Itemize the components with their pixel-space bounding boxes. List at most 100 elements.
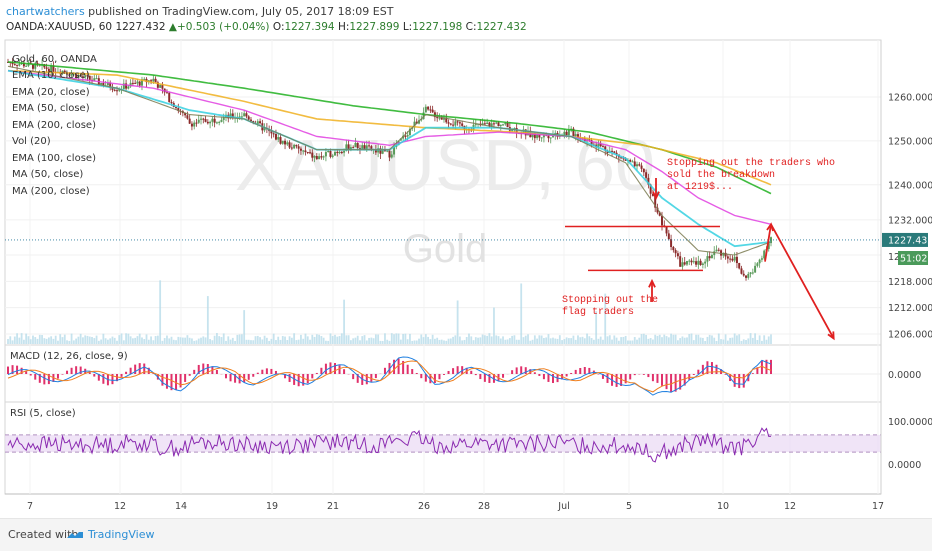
author-link[interactable]: chartwatchers: [6, 5, 85, 18]
volume-bar: [62, 337, 64, 344]
candle-body: [645, 172, 647, 178]
candle-body: [675, 250, 677, 253]
volume-bar: [464, 340, 466, 344]
macd-histogram-bar: [252, 374, 254, 377]
candle-body: [641, 166, 643, 169]
macd-histogram-bar: [166, 374, 168, 389]
volume-bar: [116, 341, 118, 344]
volume-bar: [609, 335, 611, 344]
volume-bar: [234, 341, 236, 344]
volume-bar: [268, 341, 270, 344]
volume-bar: [66, 340, 68, 344]
candle-body: [541, 137, 543, 138]
candle-body: [284, 141, 286, 145]
time-tick-label: 12: [784, 501, 796, 512]
macd-histogram-bar: [193, 370, 195, 374]
volume-bar: [368, 338, 370, 344]
volume-bar: [591, 338, 593, 344]
volume-bar: [416, 340, 418, 344]
volume-bar: [432, 335, 434, 344]
volume-bar: [461, 340, 463, 344]
volume-bar: [71, 334, 73, 344]
candle-body: [202, 119, 204, 120]
candle-body: [502, 124, 504, 125]
price-tick-label: 1250.000: [888, 136, 932, 147]
volume-bar: [168, 338, 170, 344]
volume-bar: [380, 341, 382, 344]
volume-bar: [754, 333, 756, 344]
legend-item: EMA (50, close): [12, 103, 90, 114]
volume-bar: [225, 341, 227, 344]
volume-bar: [314, 337, 316, 344]
volume-bar: [552, 338, 554, 344]
volume-bar: [325, 341, 327, 344]
candle-body: [550, 137, 552, 138]
macd-histogram-bar: [270, 369, 272, 374]
low-value: 1227.198: [412, 21, 462, 33]
volume-bar: [77, 337, 79, 344]
candle-body: [759, 260, 761, 264]
volume-bar: [691, 333, 693, 344]
volume-bar: [697, 335, 699, 344]
volume-bar: [134, 338, 136, 344]
volume-bar: [14, 337, 16, 344]
candle-body: [688, 261, 690, 262]
volume-bar: [682, 336, 684, 344]
candle-body: [368, 145, 370, 146]
legend-item: EMA (200, close): [12, 120, 96, 131]
volume-bar: [411, 341, 413, 344]
candle-body: [248, 116, 250, 119]
volume-bar: [577, 335, 579, 344]
candle-body: [295, 145, 297, 146]
volume-bar: [700, 338, 702, 344]
volume-bar: [336, 337, 338, 344]
volume-bar: [311, 335, 313, 344]
time-tick-label: 21: [327, 501, 339, 512]
macd-histogram-bar: [261, 370, 263, 374]
volume-bar: [18, 338, 20, 344]
volume-bar: [439, 340, 441, 344]
volume-bar: [43, 338, 45, 344]
trading-chart[interactable]: XAUUSD, 60 Gold 1260.0001250.0001240.000…: [0, 0, 932, 518]
volume-bar: [420, 335, 422, 344]
price-change: +0.503 (+0.04%): [177, 21, 270, 33]
publish-info: published on TradingView.com, July 05, 2…: [85, 5, 394, 18]
symbol: OANDA:XAUUSD, 60: [6, 21, 112, 33]
annotation-top-line2: sold the breakdown: [667, 169, 775, 181]
volume-bar: [243, 310, 245, 344]
volume-bar: [146, 334, 148, 344]
up-triangle-icon: ▲: [169, 21, 177, 33]
candle-body: [693, 261, 695, 262]
candle-body: [661, 216, 663, 226]
volume-bar: [221, 337, 223, 344]
macd-histogram-bar: [443, 374, 445, 375]
candle-body: [452, 125, 454, 126]
volume-bar: [629, 341, 631, 344]
volume-bar: [722, 340, 724, 344]
candle-body: [736, 257, 738, 263]
volume-bar: [182, 338, 184, 344]
volume-bar: [7, 339, 9, 344]
volume-bar: [9, 336, 11, 344]
candle-body: [159, 85, 161, 88]
macd-histogram-bar: [189, 374, 191, 376]
macd-histogram-bar: [121, 374, 123, 377]
candle-body: [314, 156, 316, 158]
volume-bar: [563, 339, 565, 344]
candle-body: [427, 107, 429, 110]
volume-bar: [575, 340, 577, 344]
volume-bar: [747, 338, 749, 344]
volume-bar: [693, 340, 695, 344]
macd-histogram-bar: [752, 373, 754, 374]
volume-bar: [495, 335, 497, 344]
volume-bar: [502, 336, 504, 344]
volume-bar: [28, 336, 30, 344]
price-tick-label: 1218.000: [888, 277, 932, 288]
volume-bar: [668, 337, 670, 344]
candle-body: [207, 122, 209, 123]
legend-item: Gold, 60, OANDA: [12, 54, 97, 65]
tradingview-link[interactable]: TradingView: [88, 528, 154, 541]
macd-histogram-bar: [475, 374, 477, 375]
volume-bar: [177, 337, 179, 344]
